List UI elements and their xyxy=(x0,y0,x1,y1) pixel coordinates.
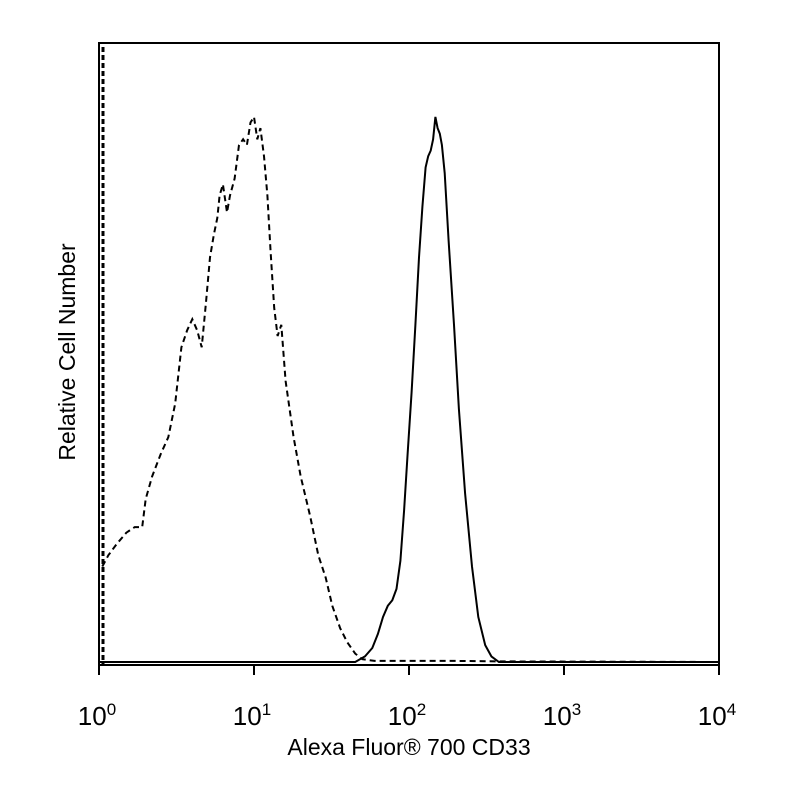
x-tick-label: 102 xyxy=(388,700,426,731)
solid-histogram-line xyxy=(99,116,719,663)
y-axis-label: Relative Cell Number xyxy=(54,243,80,461)
x-tick-label: 103 xyxy=(543,700,581,731)
x-tick-label: 100 xyxy=(78,700,116,731)
x-tick-label: 104 xyxy=(698,700,736,731)
x-tick-layer: 100 101 102 103 104 xyxy=(78,665,736,731)
dashed-histogram-line xyxy=(101,114,720,663)
x-tick-label: 101 xyxy=(233,700,271,731)
x-axis-label: Alexa Fluor® 700 CD33 xyxy=(287,734,530,760)
plot-frame xyxy=(98,42,720,666)
series-layer xyxy=(99,47,720,665)
